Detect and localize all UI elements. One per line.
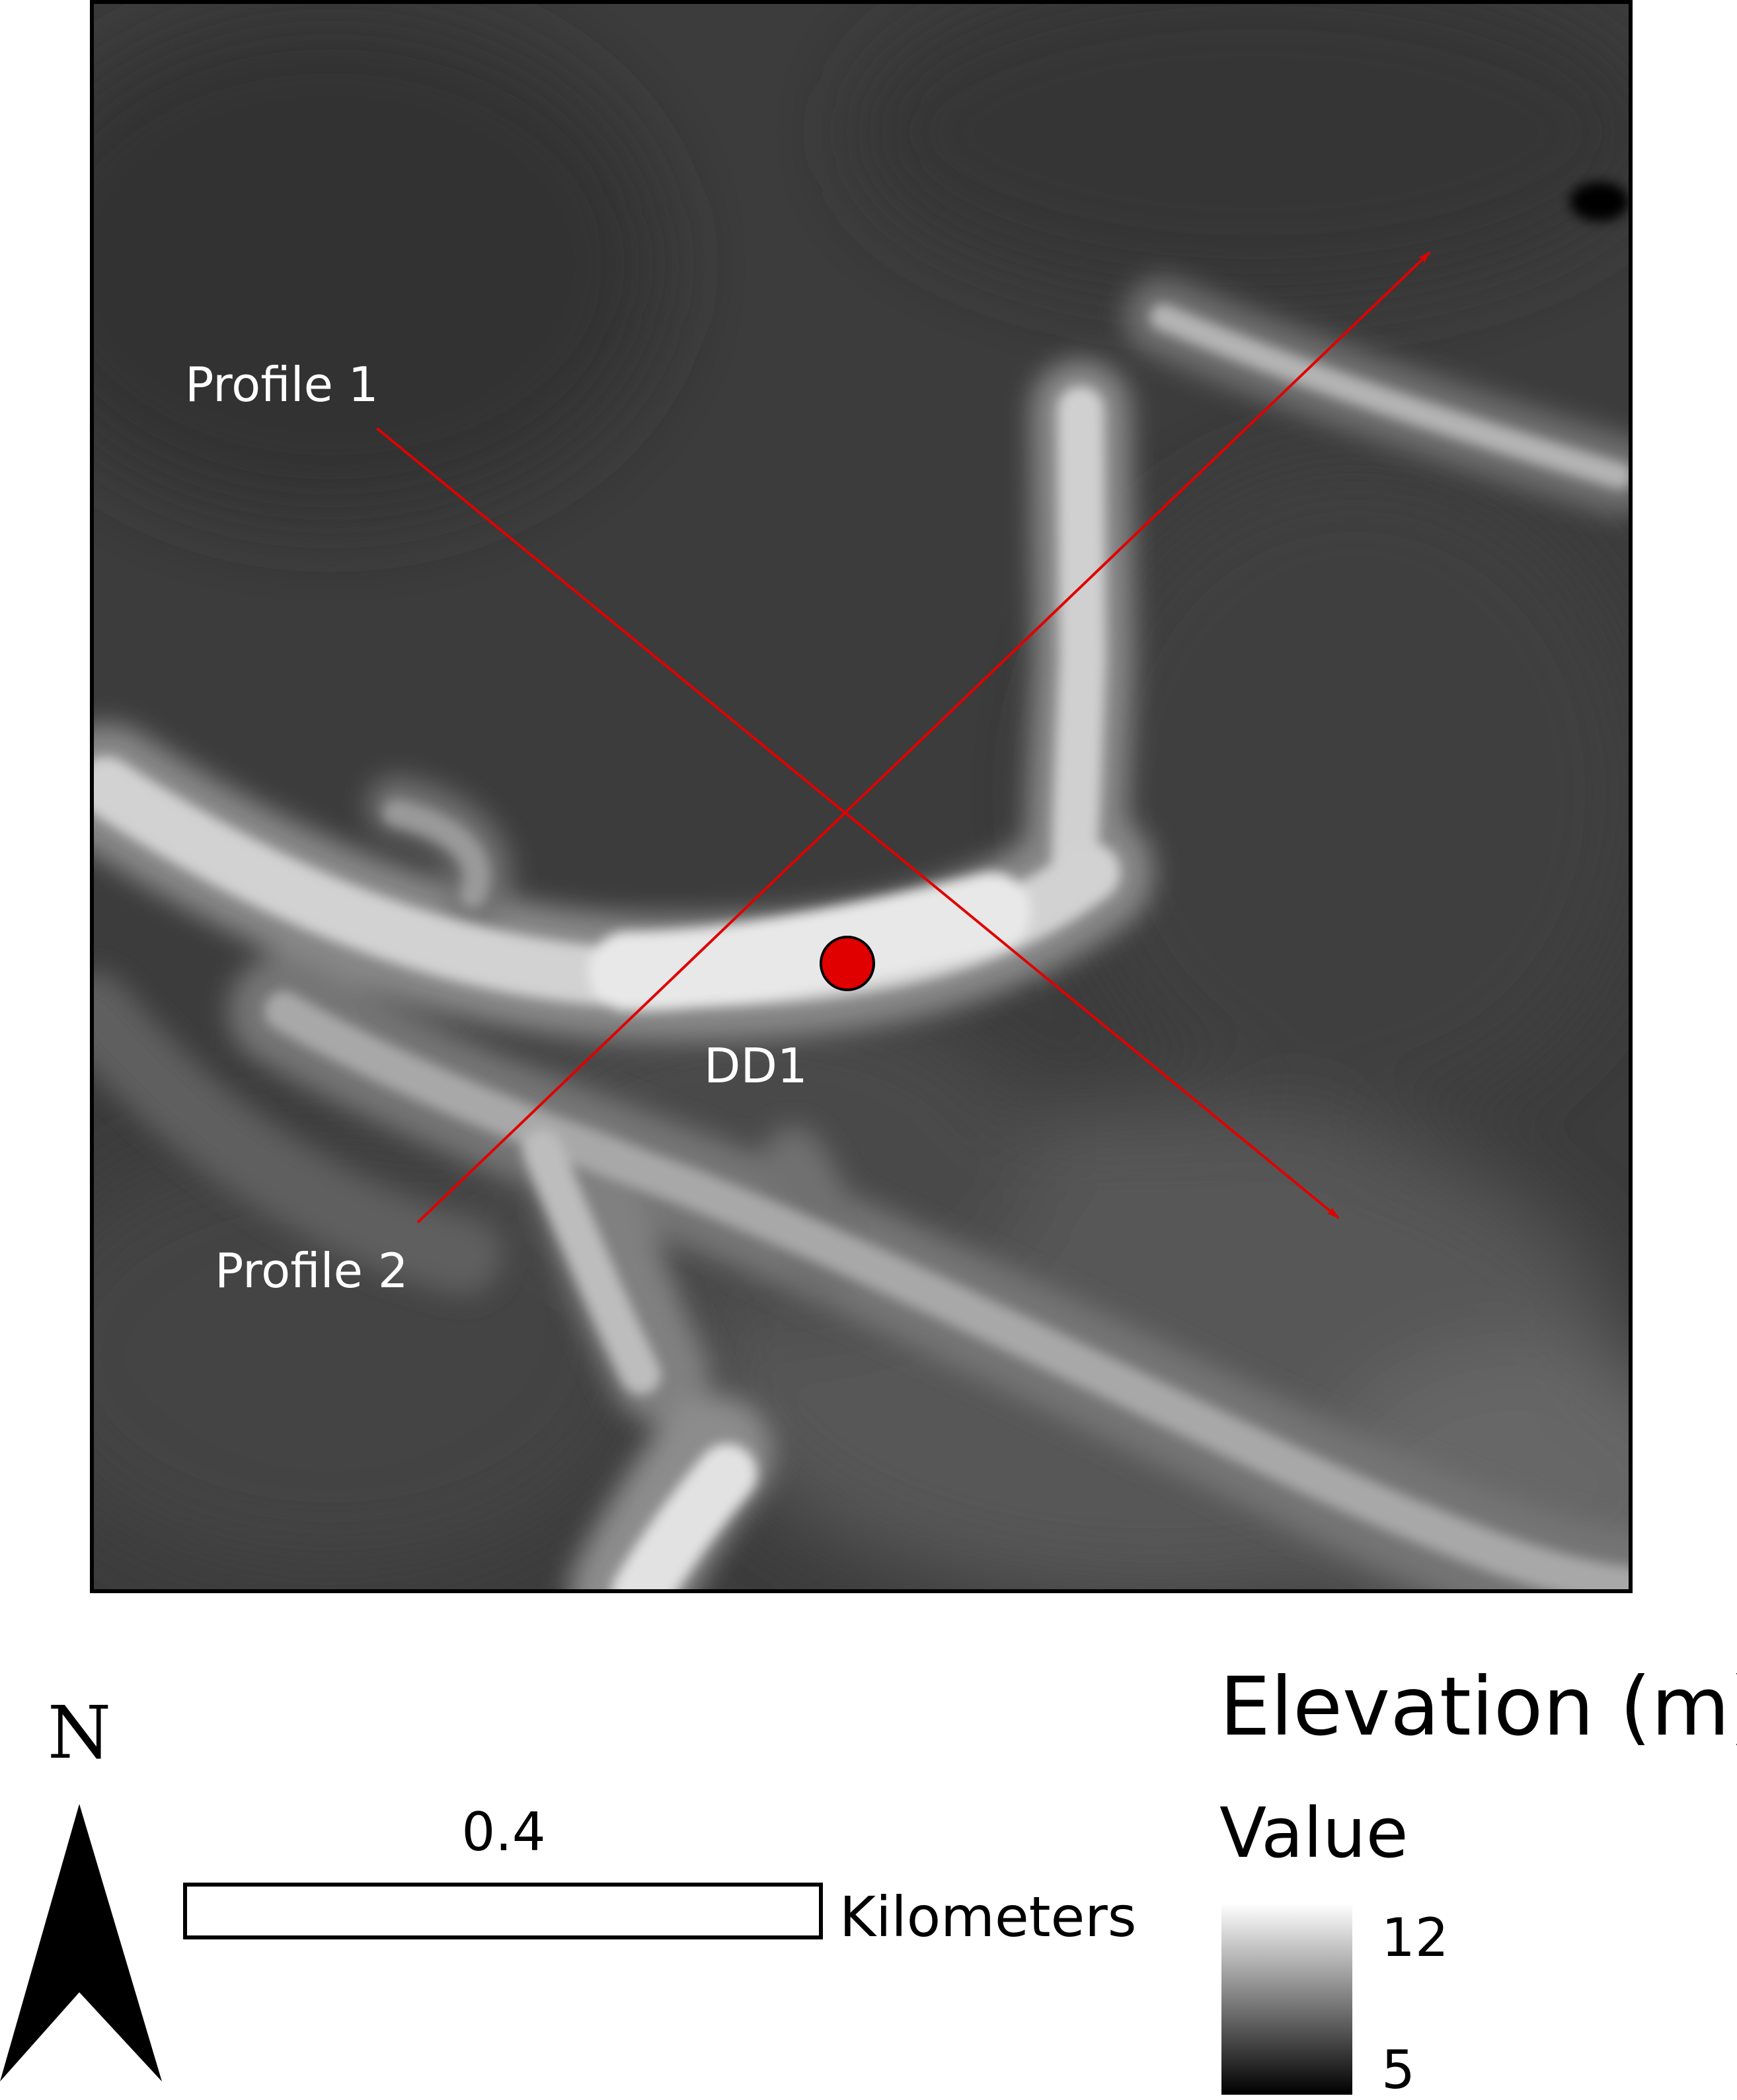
site-marker-dd1 <box>820 936 875 991</box>
elevation-raster <box>92 2 1631 1591</box>
profile-1-line <box>375 427 1340 1219</box>
legend-title: Elevation (m) <box>1219 1660 1737 1754</box>
profile-2-label: Profile 2 <box>215 1243 408 1298</box>
scale-bar-value: 0.4 <box>461 1801 545 1863</box>
north-label: N <box>48 1690 111 1775</box>
profile-2-line <box>416 251 1431 1224</box>
north-arrow-icon <box>0 1804 162 2081</box>
scale-bar: 0.4 Kilometers <box>183 1801 1137 1949</box>
legend-color-ramp <box>1221 1903 1352 2095</box>
scale-bar-unit: Kilometers <box>839 1885 1137 1949</box>
legend: Elevation (m) Value 12 5 <box>1219 1660 1737 2100</box>
north-arrow: N <box>0 1690 162 2081</box>
legend-subtitle: Value <box>1219 1793 1409 1873</box>
site-label-dd1: DD1 <box>704 1038 808 1094</box>
profile-1-label: Profile 1 <box>185 357 379 412</box>
legend-min-label: 5 <box>1381 2039 1415 2100</box>
scale-bar-box <box>183 1883 823 1939</box>
map-frame <box>90 0 1633 1593</box>
legend-max-label: 12 <box>1381 1907 1449 1969</box>
